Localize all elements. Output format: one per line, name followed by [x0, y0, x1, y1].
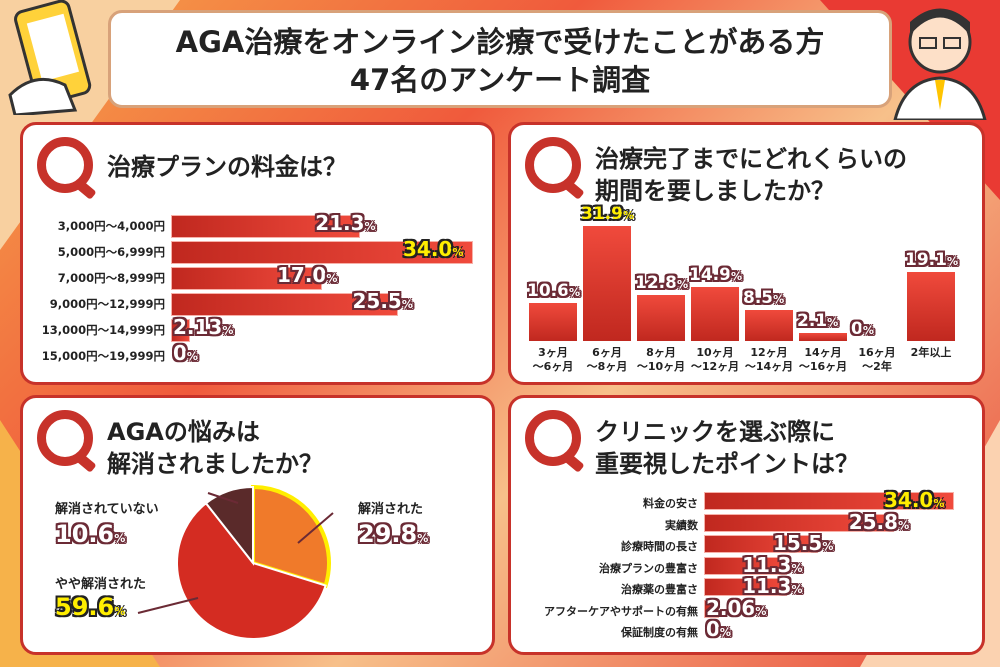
category-label: 12ヶ月 〜14ヶ月 — [744, 346, 794, 373]
panel-plan-price: 治療プランの料金は？ 3,000円〜4,000円 21.3% 5,000円〜6,99… — [20, 122, 495, 385]
bar — [704, 578, 788, 596]
panel-title-line2: 重要視したポイントは？ — [595, 450, 859, 478]
value-label: 34.0% — [884, 488, 945, 512]
category-label: 14ヶ月 〜16ヶ月 — [798, 346, 848, 373]
category-label: 5,000円〜6,999円 — [57, 245, 165, 259]
panel-clinic-choice: クリニックを選ぶ際に 重要視したポイントは？ 料金の安さ 34.0% 実績数 25.8%… — [508, 395, 985, 655]
bar — [637, 294, 685, 341]
bar — [704, 513, 894, 532]
panel-title-line2: 解消されましたか？ — [107, 450, 323, 478]
slice-label: 解消された — [358, 502, 424, 517]
category-label: 治療薬の豊富さ — [621, 583, 698, 596]
panel-treatment-duration: 治療完了までにどれくらいの 期間を要しましたか？ 10.6% 3ヶ月 〜6ヶ月 31.9… — [508, 122, 985, 385]
value-label: 10.6% — [55, 520, 126, 548]
category-label: 16ヶ月 〜2年 — [858, 346, 896, 373]
value-label: 0% — [173, 341, 198, 365]
category-label: 8ヶ月 〜10ヶ月 — [636, 346, 686, 373]
panel-title: クリニックを選ぶ際に 重要視したポイントは？ — [595, 416, 859, 480]
q-icon — [525, 137, 581, 193]
page-title-line1: AGA治療をオンライン診療で受けたことがある方 — [175, 25, 825, 59]
value-label: 21.3% — [315, 211, 376, 235]
bar — [745, 310, 793, 341]
category-label: 9,000円〜12,999円 — [49, 297, 165, 311]
bar — [171, 319, 190, 342]
value-label: 59.6% — [55, 593, 126, 621]
category-label: 7,000円〜8,999円 — [57, 271, 165, 285]
bar — [171, 293, 398, 316]
bar — [583, 226, 631, 341]
category-label: 3ヶ月 〜6ヶ月 — [532, 346, 574, 373]
value-label: 12.8% — [635, 272, 688, 293]
pie-chart — [137, 484, 334, 640]
value-label: 10.6% — [527, 280, 580, 301]
category-label: 料金の安さ — [643, 497, 698, 510]
bar — [799, 333, 847, 341]
panel-title-line2: 期間を要しましたか？ — [595, 177, 835, 205]
q-icon — [37, 137, 93, 193]
value-label: 25.8% — [848, 509, 910, 534]
bar — [907, 272, 955, 341]
smartphone-hand-illustration — [8, 0, 92, 115]
category-label: 3,000円〜4,000円 — [57, 219, 165, 233]
category-label: 15,000円〜19,999円 — [41, 349, 165, 363]
value-label: 19.1% — [905, 250, 958, 271]
value-label: 2.13% — [173, 315, 234, 339]
bar — [171, 215, 361, 238]
category-label: 治療プランの豊富さ — [599, 561, 698, 575]
leader-line — [137, 597, 199, 614]
category-label: 2年以上 — [910, 346, 952, 359]
bar — [171, 267, 322, 290]
pie-slice — [251, 484, 331, 589]
category-label: 実績数 — [665, 518, 698, 532]
category-label: 診療時間の長さ — [621, 540, 698, 553]
value-label: 0% — [851, 319, 874, 339]
leader-line — [207, 492, 239, 504]
panel-title-line1: クリニックを選ぶ際に — [595, 418, 835, 446]
slice-label: やや解消された — [55, 577, 147, 592]
bar — [529, 302, 577, 341]
bar — [704, 599, 720, 618]
value-label: 15.5% — [772, 531, 834, 555]
panel-title: 治療完了までにどれくらいの 期間を要しましたか？ — [595, 143, 907, 207]
value-label: 17.0% — [277, 263, 338, 287]
category-label: 10ヶ月 〜12ヶ月 — [690, 346, 740, 373]
panel-title: AGAの悩みは解消されましたか？ — [107, 416, 323, 480]
category-label: アフターケアやサポートの有無 — [544, 604, 698, 618]
bar — [704, 556, 788, 575]
pie-slice — [176, 501, 327, 640]
title-banner: AGA治療をオンライン診療で受けたことがある方 47名のアンケート調査 — [108, 10, 892, 108]
bar — [704, 535, 818, 553]
leader-line — [297, 512, 334, 544]
value-label: 11.3% — [742, 574, 803, 598]
panel-concern-resolved: AGAの悩みは解消されましたか？ 解消された 29.8% やや解消された 59.6% 解… — [20, 395, 495, 655]
value-label: 14.9% — [689, 265, 742, 286]
value-label: 29.8% — [358, 520, 429, 548]
value-label: 2.1% — [797, 311, 839, 332]
q-icon — [37, 410, 93, 466]
bar — [691, 287, 739, 341]
bar — [704, 492, 954, 510]
value-label: 8.5% — [743, 288, 785, 309]
value-label: 31.9% — [581, 204, 634, 224]
value-label: 2.06% — [706, 595, 767, 620]
panel-title-line1: 治療完了までにどれくらいの — [595, 145, 907, 173]
category-label: 13,000円〜14,999円 — [41, 323, 165, 337]
value-label: 34.0% — [403, 237, 464, 261]
value-label: 0% — [706, 617, 731, 641]
q-icon — [525, 410, 581, 466]
page-title-line2: 47名のアンケート調査 — [349, 63, 651, 97]
doctor-illustration — [893, 8, 987, 120]
category-label: 保証制度の有無 — [621, 626, 698, 639]
category-label: 6ヶ月 〜8ヶ月 — [586, 346, 628, 373]
value-label: 11.3% — [742, 552, 803, 577]
pie-slice — [204, 485, 254, 566]
panel-title-line1: AGAの悩みは — [107, 418, 260, 446]
value-label: 25.5% — [352, 289, 413, 313]
panel-title: 治療プランの料金は？ — [107, 153, 347, 181]
bar — [171, 241, 473, 264]
slice-label: 解消されていない — [55, 502, 159, 517]
